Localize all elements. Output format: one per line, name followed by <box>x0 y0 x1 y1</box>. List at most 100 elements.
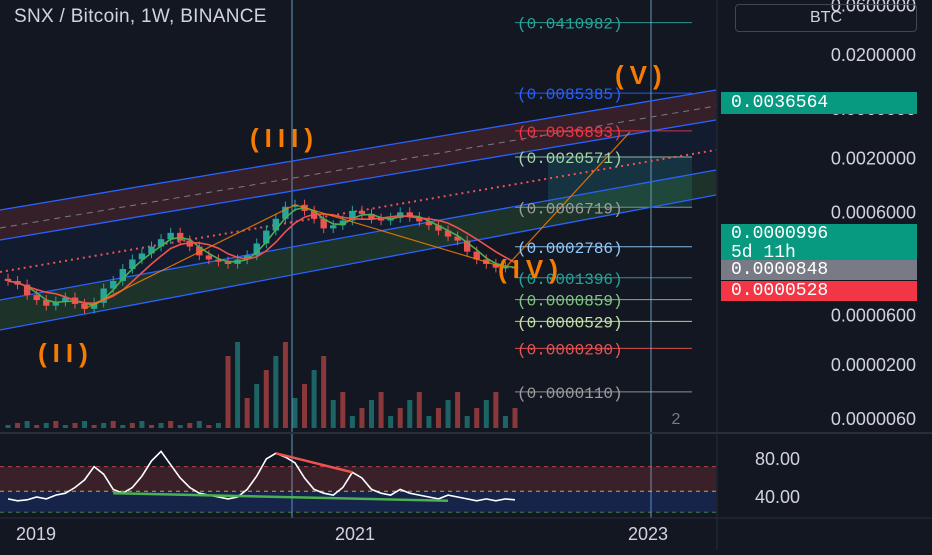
rsi-divergence-line <box>275 452 353 474</box>
time-axis-tick: 2019 <box>16 524 56 544</box>
wave-label-v: (V) <box>615 60 668 90</box>
candle-body <box>349 210 356 221</box>
candle-body <box>492 263 500 268</box>
candle-body <box>205 255 213 260</box>
candle-body <box>282 206 289 219</box>
price-badge-mark: 0.0000848 <box>721 260 917 280</box>
time-axis-tick: 2021 <box>335 524 375 544</box>
candle-body <box>425 221 433 226</box>
fib-level-label: (0.0085385) <box>517 86 623 104</box>
candle-body <box>215 259 222 262</box>
candle-body <box>167 232 174 240</box>
price-axis-tick: 0.0000600 <box>831 306 916 326</box>
candle-body <box>4 278 12 282</box>
volume-bar <box>177 425 183 428</box>
candle-body <box>81 303 88 309</box>
symbol-title[interactable]: SNX / Bitcoin, 1W, BINANCE <box>14 6 267 27</box>
volume-bar <box>512 408 518 428</box>
volume-bar <box>206 425 212 428</box>
candle-body <box>454 236 461 241</box>
volume-bar <box>215 423 221 428</box>
channel-dashed-line <box>0 105 717 229</box>
volume-bar <box>359 408 365 428</box>
volume-bar <box>129 423 135 428</box>
candle-body <box>119 268 126 282</box>
fib-level-label: (0.0020571) <box>517 150 623 168</box>
volume-bar <box>474 408 480 428</box>
channel-line <box>0 119 717 241</box>
candle-body <box>330 225 337 229</box>
volume-bar <box>225 356 231 428</box>
candle-body <box>444 230 452 237</box>
volume-bar <box>148 425 154 428</box>
volume-bar <box>15 423 21 428</box>
currency-selector[interactable]: BTC <box>735 4 917 32</box>
fib-level-label: (0.0000529) <box>517 314 623 332</box>
candle-body <box>52 301 60 306</box>
fib-level-label: (0.0000290) <box>517 341 623 359</box>
volume-scale-label: 2 <box>672 411 681 428</box>
volume-bar <box>5 425 11 428</box>
candle-body <box>33 295 40 301</box>
channel-lower-band <box>0 170 716 330</box>
rsi-line <box>7 450 516 502</box>
volume-bar <box>292 398 298 428</box>
volume-bar <box>435 408 441 428</box>
channel-middle <box>0 120 716 300</box>
price-axis-tick: 0.0600000 <box>831 0 916 16</box>
rsi-axis-tick: 40.00 <box>755 487 800 507</box>
price-axis-tick: 0.0000200 <box>831 355 916 375</box>
volume-bar <box>187 423 193 428</box>
volume-bar <box>282 342 288 428</box>
volume-bar <box>388 416 394 428</box>
candle-body <box>23 284 31 296</box>
candle-body <box>263 230 270 244</box>
volume-bar <box>101 423 107 428</box>
candle-body <box>253 243 260 256</box>
price-axis-tick: 0.0200000 <box>831 45 916 65</box>
channel-line <box>0 194 717 331</box>
wave-label-iv: (IV) <box>498 254 564 284</box>
candle-body <box>435 225 442 231</box>
volume-bar <box>493 392 499 428</box>
volume-bar <box>82 421 88 428</box>
volume-bar <box>445 400 451 428</box>
candle-body <box>272 218 280 231</box>
candle-body <box>138 253 146 260</box>
candle-body <box>148 246 155 254</box>
volume-bar <box>168 421 174 428</box>
volume-bar <box>321 356 327 428</box>
rsi-overbought-zone <box>0 466 716 492</box>
candle-body <box>406 212 413 218</box>
volume-bar <box>302 384 308 428</box>
rsi-axis-tick: 80.00 <box>755 449 800 469</box>
volume-bar <box>273 356 279 428</box>
candle-body <box>196 246 203 256</box>
candle-body <box>291 204 299 207</box>
candle-body <box>186 240 193 247</box>
volume-bar <box>263 370 269 428</box>
channel-upper-band <box>0 90 716 240</box>
volume-bar <box>330 400 336 428</box>
volume-bar <box>196 421 202 428</box>
price-badge-target: 0.0036564 <box>721 92 917 114</box>
volume-bar <box>455 392 461 428</box>
volume-bar <box>416 392 422 428</box>
candle-body <box>377 218 385 221</box>
fib-level-label: (0.0002786) <box>517 240 623 258</box>
volume-bar <box>91 425 97 428</box>
channel-median-line <box>0 149 717 273</box>
candle-body <box>157 239 165 247</box>
fib-level-label: (0.0001396) <box>517 271 623 289</box>
elliott-wave-path <box>84 131 631 310</box>
time-axis-tick: 2023 <box>628 524 668 544</box>
volume-bar <box>369 400 375 428</box>
price-axis-tick: 0.0006000 <box>831 202 916 222</box>
volume-bar <box>24 421 30 428</box>
price-badge-stop: 0.0000528 <box>721 281 917 301</box>
volume-bar <box>72 423 78 428</box>
wave-label-iii: (III) <box>250 123 319 153</box>
volume-bar <box>502 416 508 428</box>
